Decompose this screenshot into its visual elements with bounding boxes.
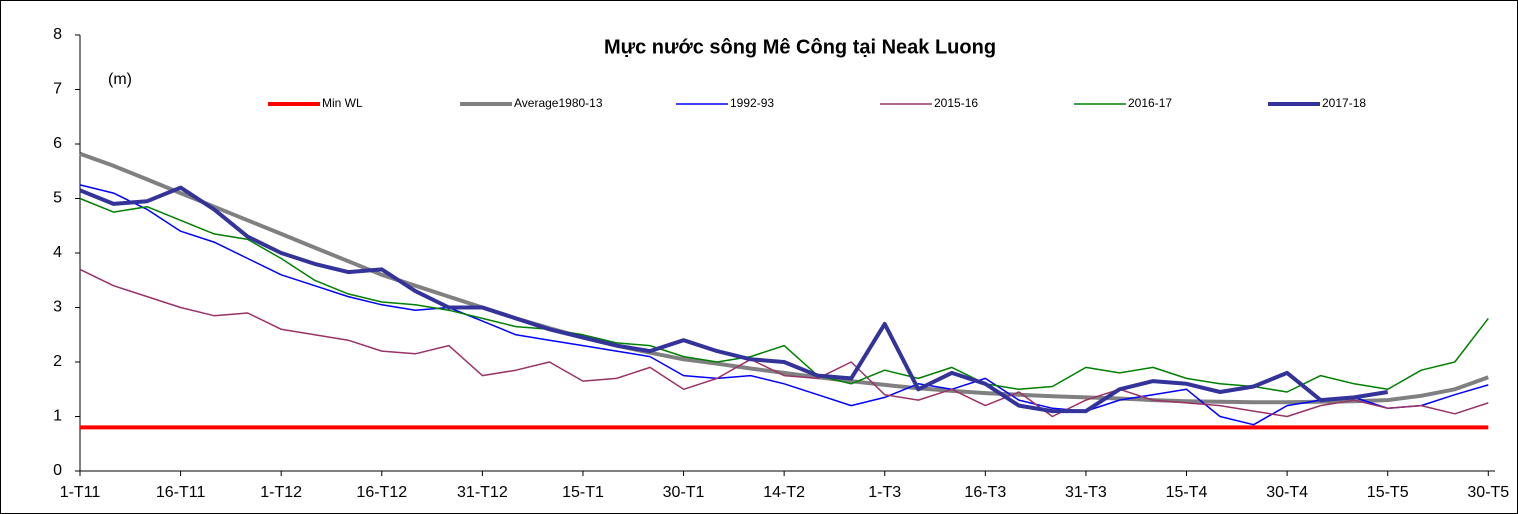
y-tick-label: 2 — [53, 353, 62, 370]
legend-label: 2017-18 — [1322, 96, 1366, 110]
series-line — [79, 268, 1489, 418]
x-tick-label: 31-T12 — [457, 484, 508, 501]
x-tick-label: 30-T1 — [663, 484, 705, 501]
legend-label: Average1980-13 — [514, 96, 603, 110]
y-tick-label: 3 — [53, 299, 62, 316]
legend-label: 2016-17 — [1128, 96, 1172, 110]
x-tick-label: 14-T2 — [763, 484, 805, 501]
x-tick-label: 31-T3 — [1065, 484, 1107, 501]
chart-title: Mực nước sông Mê Công tại Neak Luong — [604, 36, 996, 58]
x-tick-label: 1-T12 — [260, 484, 302, 501]
y-tick-label: 0 — [53, 462, 62, 479]
y-tick-label: 7 — [53, 81, 62, 98]
x-tick-label: 1-T11 — [60, 484, 101, 501]
x-tick-label: 1-T3 — [868, 484, 901, 501]
y-axis-label: (m) — [108, 71, 132, 88]
x-tick-label: 30-T4 — [1266, 484, 1308, 501]
y-tick-label: 6 — [53, 135, 62, 152]
x-tick-label: 15-T1 — [562, 484, 604, 501]
y-tick-label: 4 — [53, 244, 62, 261]
x-tick-label: 15-T5 — [1367, 484, 1409, 501]
legend-label: 2015-16 — [934, 96, 978, 110]
x-tick-label: 16-T3 — [964, 484, 1006, 501]
x-tick-label: 16-T12 — [356, 484, 407, 501]
x-tick-label: 30-T5 — [1467, 484, 1509, 501]
series-line — [79, 184, 1489, 426]
y-tick-label: 8 — [53, 26, 62, 43]
series-line — [79, 151, 1489, 405]
y-tick-label: 5 — [53, 190, 62, 207]
legend-label: Min WL — [322, 96, 363, 110]
x-tick-label: 15-T4 — [1166, 484, 1208, 501]
y-tick-label: 1 — [53, 408, 62, 425]
legend-label: 1992-93 — [730, 96, 774, 110]
series-line — [79, 185, 1389, 414]
x-tick-label: 16-T11 — [156, 484, 206, 501]
